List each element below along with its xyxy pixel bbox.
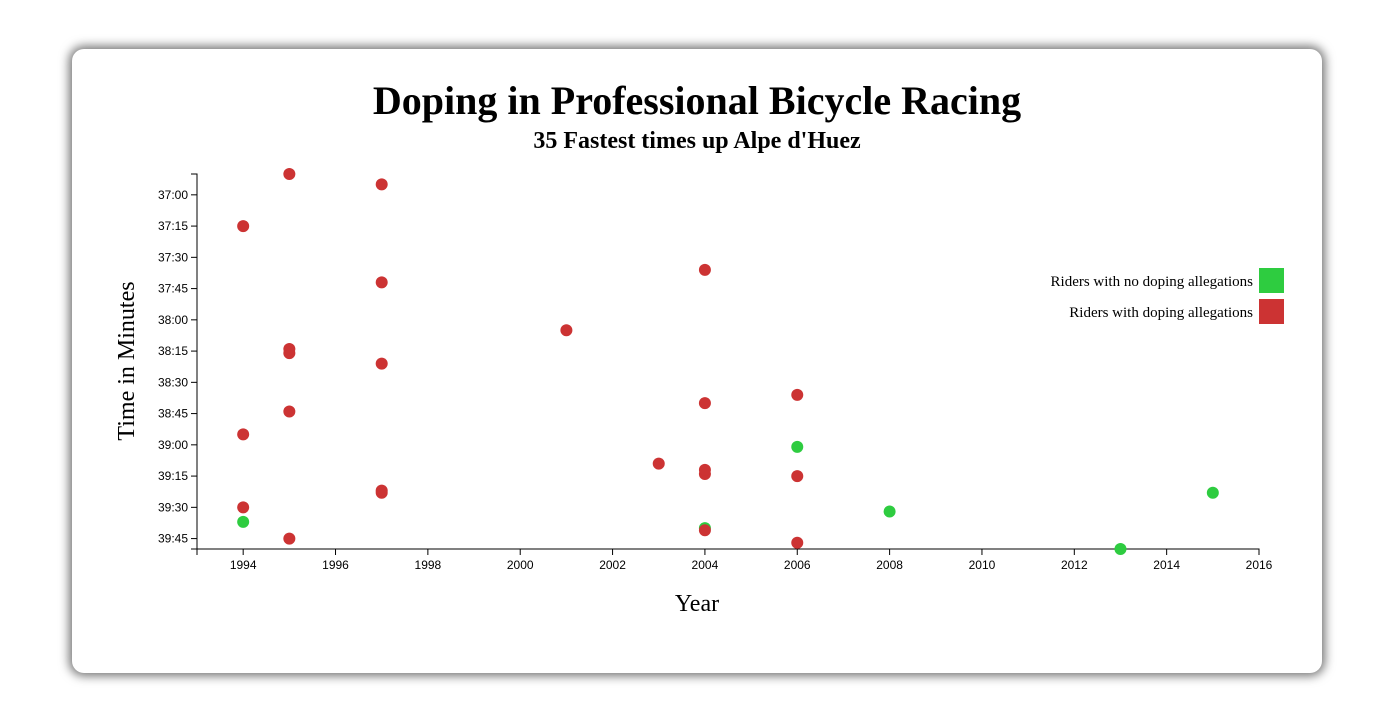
y-tick: 38:45 (158, 407, 197, 421)
y-axis-label: Time in Minutes (114, 281, 140, 440)
x-tick-label: 2010 (969, 558, 996, 572)
data-point-doping[interactable] (698, 524, 711, 537)
y-tick: 39:30 (158, 500, 197, 514)
x-tick: 2014 (1153, 549, 1180, 572)
y-tick: 37:45 (158, 282, 197, 296)
data-point-doping[interactable] (283, 532, 296, 545)
chart-title: Doping in Professional Bicycle Racing (372, 78, 1022, 123)
y-tick: 38:00 (158, 313, 197, 327)
data-point-doping[interactable] (237, 220, 250, 233)
legend-swatch (1259, 268, 1284, 293)
data-point-no-doping[interactable] (791, 440, 804, 453)
data-point-doping[interactable] (283, 343, 296, 355)
y-tick-label: 39:15 (158, 469, 188, 483)
data-point-doping[interactable] (652, 457, 665, 470)
x-tick-label: 2014 (1153, 558, 1180, 572)
legend-label: Riders with doping allegations (1069, 305, 1253, 321)
x-tick-label: 2008 (876, 558, 903, 572)
y-tick-label: 37:30 (158, 250, 188, 264)
chart-card: Doping in Professional Bicycle Racing 35… (72, 49, 1322, 673)
data-point-doping[interactable] (791, 536, 804, 549)
y-tick: 37:30 (158, 250, 197, 264)
y-tick-label: 37:15 (158, 219, 188, 233)
x-tick-label: 1994 (230, 558, 257, 572)
data-point-doping[interactable] (237, 428, 250, 441)
x-tick: 2012 (1061, 549, 1088, 572)
x-tick-label: 1998 (415, 558, 442, 572)
x-axis-label: Year (675, 591, 719, 617)
y-tick: 39:45 (158, 532, 197, 546)
x-tick-label: 2012 (1061, 558, 1088, 572)
x-tick: 2010 (969, 549, 996, 572)
x-tick: 1996 (322, 549, 349, 572)
y-tick: 39:00 (158, 438, 197, 452)
data-point-doping[interactable] (698, 397, 711, 410)
y-tick: 37:00 (158, 188, 197, 202)
data-point-doping[interactable] (283, 168, 296, 180)
y-tick-label: 38:30 (158, 375, 188, 389)
y-tick-label: 38:45 (158, 407, 188, 421)
x-tick-label: 2002 (599, 558, 626, 572)
x-tick: 2008 (876, 549, 903, 572)
data-point-doping[interactable] (375, 178, 388, 191)
data-point-doping[interactable] (375, 484, 388, 497)
y-tick: 38:15 (158, 344, 197, 358)
legend: Riders with no doping allegations Riders … (1051, 268, 1284, 324)
y-tick-label: 38:00 (158, 313, 188, 327)
legend-swatch (1259, 299, 1284, 324)
y-tick-label: 37:45 (158, 282, 188, 296)
data-points (237, 168, 1219, 555)
x-axis: 1994 1996 1998 2000 2002 2004 2006 2008 2010 2012… (196, 548, 1273, 572)
y-axis-line (191, 173, 198, 550)
x-tick: 1994 (230, 549, 257, 572)
x-tick: 2006 (784, 549, 811, 572)
y-tick-label: 38:15 (158, 344, 188, 358)
x-tick-label: 2016 (1246, 558, 1273, 572)
x-tick-label: 1996 (322, 558, 349, 572)
data-point-doping[interactable] (698, 263, 711, 276)
data-point-no-doping[interactable] (1114, 543, 1127, 555)
y-tick: 39:15 (158, 469, 197, 483)
x-tick: 2002 (599, 549, 626, 572)
x-tick: 1998 (415, 549, 442, 572)
scatter-plot: 1994 1996 1998 2000 2002 2004 2006 2008 2010 2012… (114, 168, 1284, 617)
y-tick-label: 39:45 (158, 532, 188, 546)
y-tick: 37:15 (158, 219, 197, 233)
x-tick-label: 2000 (507, 558, 534, 572)
x-tick-label: 2006 (784, 558, 811, 572)
chart-subtitle: 35 Fastest times up Alpe d'Huez (533, 128, 861, 154)
data-point-doping[interactable] (791, 470, 804, 483)
data-point-doping[interactable] (237, 501, 250, 514)
x-tick: 2004 (692, 549, 719, 572)
data-point-doping[interactable] (791, 388, 804, 401)
data-point-doping[interactable] (560, 324, 573, 337)
x-axis-line (196, 548, 1260, 555)
legend-label: Riders with no doping allegations (1051, 274, 1254, 290)
data-point-no-doping[interactable] (1206, 486, 1219, 499)
y-tick-label: 39:00 (158, 438, 188, 452)
x-tick-label: 2004 (692, 558, 719, 572)
y-tick-label: 37:00 (158, 188, 188, 202)
y-tick-label: 39:30 (158, 500, 188, 514)
legend-item: Riders with doping allegations (1069, 299, 1284, 324)
x-tick: 2016 (1246, 549, 1273, 572)
y-axis: 37:00 37:15 37:30 37:45 38:00 38:15 38:30 38:45… (158, 173, 198, 550)
data-point-doping[interactable] (375, 357, 388, 370)
legend-item: Riders with no doping allegations (1051, 268, 1284, 293)
data-point-doping[interactable] (698, 463, 711, 476)
data-point-doping[interactable] (375, 276, 388, 289)
y-tick: 38:30 (158, 375, 197, 389)
data-point-no-doping[interactable] (237, 515, 250, 528)
data-point-doping[interactable] (283, 405, 296, 418)
x-tick: 2000 (507, 549, 534, 572)
data-point-no-doping[interactable] (883, 505, 896, 518)
